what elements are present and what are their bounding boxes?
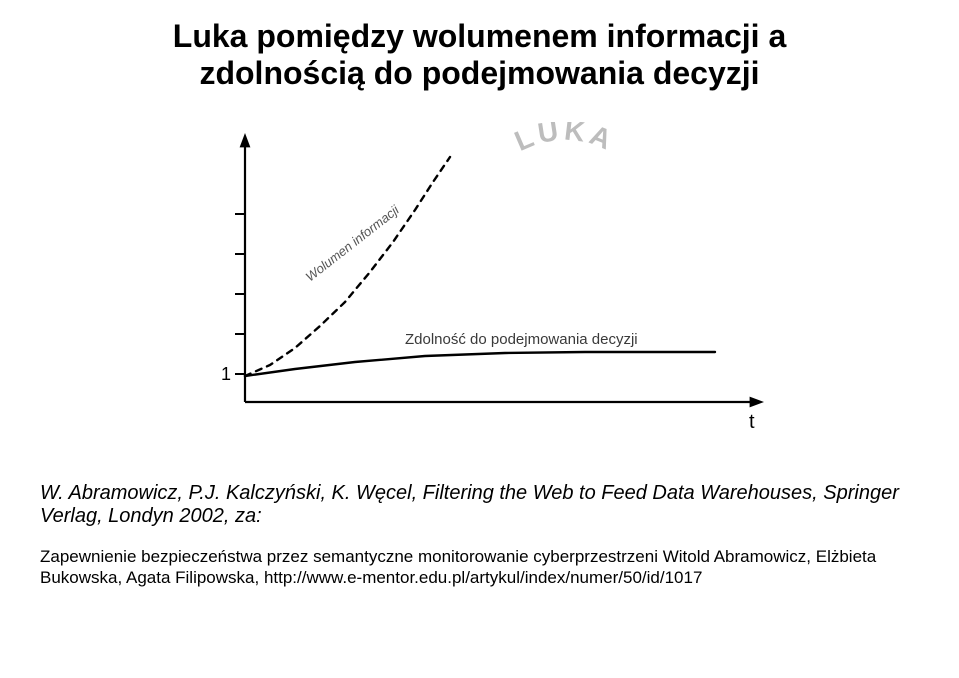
page-title: Luka pomiędzy wolumenem informacji a zdo… <box>40 18 919 92</box>
chart-container: 1 Wolumen informacji Zdolność do podejmo… <box>175 122 785 442</box>
x-axis-arrow <box>749 396 763 407</box>
series-decision-ability <box>245 352 715 376</box>
y-axis-arrow <box>239 133 250 147</box>
citation: W. Abramowicz, P.J. Kalczyński, K. Węcel… <box>40 482 919 528</box>
y-ticks <box>235 214 245 374</box>
gap-chart: 1 Wolumen informacji Zdolność do podejmo… <box>175 122 785 442</box>
gap-label: LUKA <box>510 122 619 157</box>
footnote: Zapewnienie bezpieczeństwa przez semanty… <box>40 546 919 589</box>
title-line-1: Luka pomiędzy wolumenem informacji a <box>40 18 919 55</box>
title-line-2: zdolnością do podejmowania decyzji <box>40 55 919 92</box>
series-decision-ability-label: Zdolność do podejmowania decyzji <box>405 331 638 348</box>
x-axis-label: t <box>749 411 755 433</box>
series-info-volume-label: Wolumen informacji <box>302 201 402 284</box>
y-tick-label-1: 1 <box>221 364 231 384</box>
